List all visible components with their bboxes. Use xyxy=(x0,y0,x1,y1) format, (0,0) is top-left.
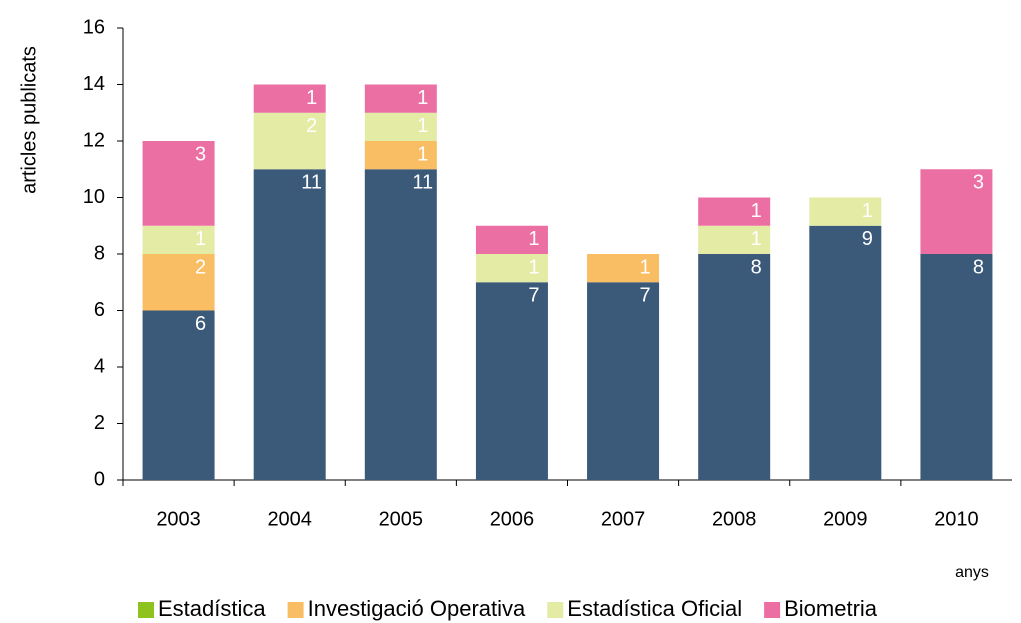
data-label: 8 xyxy=(973,256,984,278)
data-label: 6 xyxy=(195,313,206,335)
bar-segment xyxy=(698,225,771,254)
x-tick-label: 2007 xyxy=(601,508,646,530)
data-label: 9 xyxy=(862,228,873,250)
y-tick-label: 2 xyxy=(94,412,105,434)
x-tick-label: 2004 xyxy=(267,508,312,530)
data-label: 7 xyxy=(528,285,539,307)
x-tick-label: 2010 xyxy=(934,508,979,530)
data-label: 1 xyxy=(306,87,317,109)
x-tick-label: 2006 xyxy=(490,508,535,530)
bar-segment xyxy=(698,254,771,480)
bar-segment xyxy=(142,225,215,254)
legend-swatch xyxy=(547,602,564,618)
bar-segment xyxy=(142,141,215,226)
data-label: 11 xyxy=(301,172,322,194)
data-label: 2 xyxy=(195,256,206,278)
y-tick-label: 8 xyxy=(94,242,105,264)
data-label: 8 xyxy=(751,256,762,278)
y-tick-label: 16 xyxy=(83,16,105,38)
data-label: 1 xyxy=(640,256,651,278)
legend-label: Investigació Operativa xyxy=(308,596,526,621)
legend-swatch xyxy=(287,602,304,618)
x-axis-label: anys xyxy=(955,564,989,581)
bar-segment xyxy=(475,225,548,254)
bar-segment xyxy=(587,282,660,480)
x-tick-label: 2005 xyxy=(379,508,424,530)
legend-swatch xyxy=(138,602,154,618)
y-tick-label: 4 xyxy=(94,355,105,377)
bar-segment xyxy=(698,197,771,226)
x-tick-label: 2008 xyxy=(712,508,757,530)
bar-segment xyxy=(920,169,993,254)
y-tick-label: 10 xyxy=(83,186,105,208)
bar-segment xyxy=(364,112,437,141)
y-tick-label: 0 xyxy=(94,468,105,490)
x-tick-label: 2003 xyxy=(156,508,201,530)
bar-segment xyxy=(364,169,437,480)
data-label: 1 xyxy=(417,143,428,165)
y-tick-label: 12 xyxy=(83,129,105,151)
data-label: 3 xyxy=(195,143,206,165)
data-label: 1 xyxy=(528,228,539,250)
bar-segment xyxy=(364,84,437,113)
data-label: 1 xyxy=(417,87,428,109)
bar-segment xyxy=(142,254,215,311)
bar-segment xyxy=(587,254,660,283)
bar-segment xyxy=(253,84,326,113)
data-label: 1 xyxy=(417,115,428,137)
data-label: 3 xyxy=(973,172,984,194)
bar-segment xyxy=(364,141,437,170)
bar-segment xyxy=(920,254,993,480)
legend-label: Estadística Oficial xyxy=(567,596,742,621)
bar-segment xyxy=(142,310,215,480)
data-label: 11 xyxy=(412,172,433,194)
data-label: 1 xyxy=(528,256,539,278)
bar-segment xyxy=(253,169,326,480)
bar-segment xyxy=(475,282,548,480)
y-axis-label: articles publicats xyxy=(18,46,40,194)
data-label: 7 xyxy=(640,285,651,307)
legend-label: Estadística xyxy=(158,596,266,621)
x-tick-label: 2009 xyxy=(823,508,868,530)
data-label: 1 xyxy=(751,200,762,222)
legend-swatch xyxy=(764,602,781,618)
y-tick-label: 14 xyxy=(83,73,105,95)
bar-segment xyxy=(253,112,326,170)
bar-segment xyxy=(809,225,882,480)
legend-label: Biometria xyxy=(784,596,878,621)
data-label: 1 xyxy=(751,228,762,250)
data-label: 1 xyxy=(862,200,873,222)
bar-segment xyxy=(809,197,882,226)
bar-segment xyxy=(475,254,548,283)
data-label: 1 xyxy=(195,228,206,250)
y-tick-label: 6 xyxy=(94,299,105,321)
data-label: 2 xyxy=(306,115,317,137)
